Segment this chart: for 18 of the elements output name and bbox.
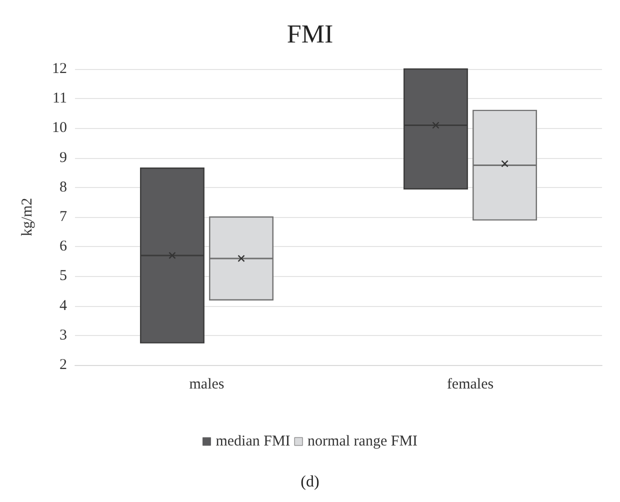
y-tick-label: 9 xyxy=(60,150,67,166)
y-tick-label: 3 xyxy=(60,327,67,344)
y-tick-label: 4 xyxy=(60,298,68,314)
y-tick-label: 10 xyxy=(52,120,67,136)
y-tick-label: 12 xyxy=(52,61,67,77)
y-tick-label: 5 xyxy=(60,268,67,284)
legend-label: normal range FMI xyxy=(308,434,418,450)
y-axis-title: kg/m2 xyxy=(20,198,36,236)
y-tick-label: 6 xyxy=(60,238,68,255)
chart-title: FMI xyxy=(286,20,334,48)
legend-label: median FMI xyxy=(216,434,290,450)
y-tick-label: 8 xyxy=(60,179,67,196)
y-tick-label: 7 xyxy=(60,209,68,225)
y-tick-label: 2 xyxy=(60,357,67,373)
x-tick-label: males xyxy=(189,376,224,392)
y-tick-label: 11 xyxy=(52,90,67,107)
text: (d) xyxy=(300,474,320,490)
x-tick-label: females xyxy=(446,376,494,392)
